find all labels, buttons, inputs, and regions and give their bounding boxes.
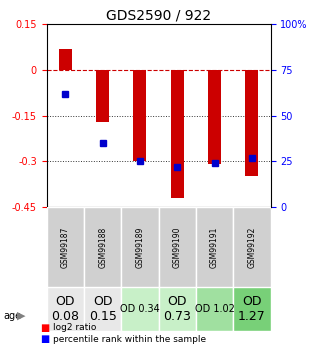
Bar: [208, 70, 221, 164]
Bar: [245, 70, 258, 176]
FancyBboxPatch shape: [159, 207, 196, 287]
FancyBboxPatch shape: [47, 287, 84, 331]
FancyBboxPatch shape: [159, 287, 196, 331]
Bar: [171, 70, 184, 198]
Bar: [59, 49, 72, 70]
Text: OD
0.73: OD 0.73: [163, 295, 191, 323]
Title: GDS2590 / 922: GDS2590 / 922: [106, 9, 211, 23]
Text: OD
0.08: OD 0.08: [51, 295, 79, 323]
Text: GSM99190: GSM99190: [173, 226, 182, 268]
Text: GSM99192: GSM99192: [248, 226, 256, 268]
Text: OD
0.15: OD 0.15: [89, 295, 117, 323]
Text: GSM99187: GSM99187: [61, 226, 70, 268]
Text: ■: ■: [40, 334, 50, 344]
FancyBboxPatch shape: [196, 207, 233, 287]
Text: OD 0.34: OD 0.34: [120, 304, 160, 314]
FancyBboxPatch shape: [121, 207, 159, 287]
Text: age: age: [3, 311, 21, 321]
FancyBboxPatch shape: [233, 287, 271, 331]
Text: GSM99189: GSM99189: [136, 226, 144, 268]
Text: percentile rank within the sample: percentile rank within the sample: [53, 335, 206, 344]
FancyBboxPatch shape: [47, 207, 84, 287]
FancyBboxPatch shape: [233, 207, 271, 287]
Text: ■: ■: [40, 323, 50, 333]
FancyBboxPatch shape: [196, 287, 233, 331]
Text: OD
1.27: OD 1.27: [238, 295, 266, 323]
Text: log2 ratio: log2 ratio: [53, 323, 96, 332]
Text: GSM99191: GSM99191: [210, 226, 219, 268]
Bar: [133, 70, 146, 161]
FancyBboxPatch shape: [84, 207, 121, 287]
Text: OD 1.02: OD 1.02: [195, 304, 234, 314]
FancyBboxPatch shape: [84, 287, 121, 331]
FancyBboxPatch shape: [121, 287, 159, 331]
Text: ▶: ▶: [17, 311, 26, 321]
Bar: [96, 70, 109, 122]
Text: GSM99188: GSM99188: [98, 227, 107, 268]
